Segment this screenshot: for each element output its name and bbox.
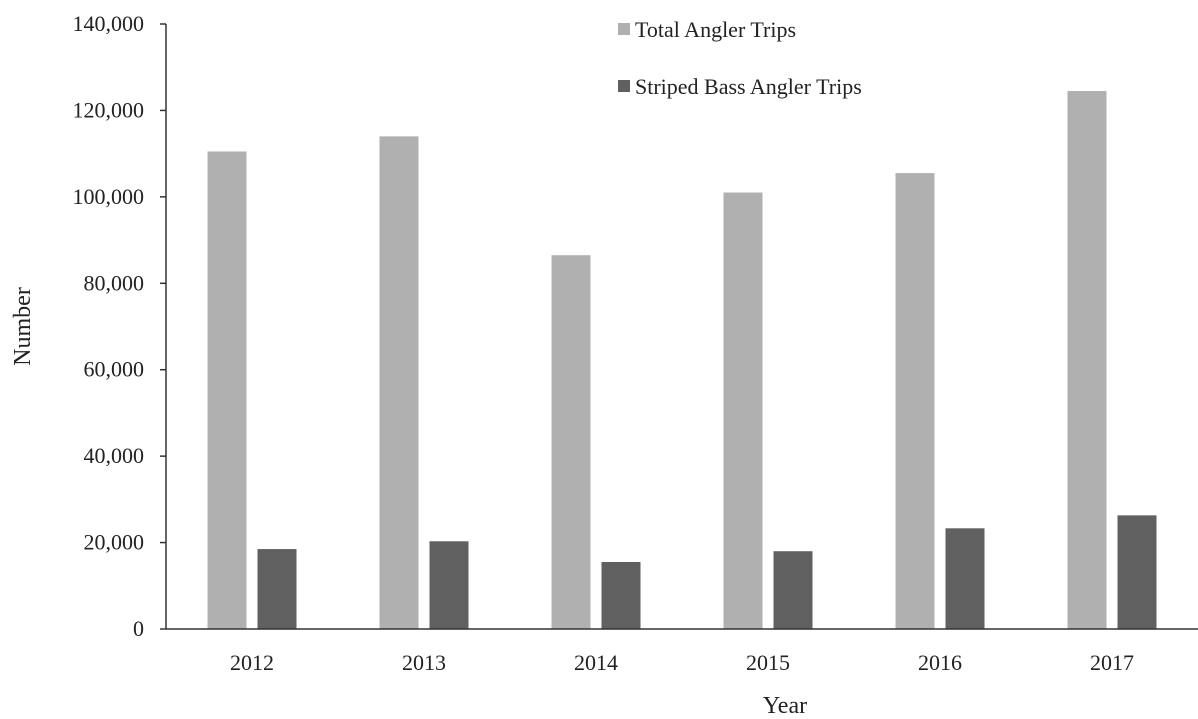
bar-striped-bass-2014 [601,562,641,629]
bar-total-2013 [379,136,419,629]
bars [207,90,1157,630]
legend-label: Total Angler Trips [635,17,796,42]
y-axis-ticks: 0 20,000 40,000 60,000 80,000 100,000 120,000 1… [73,11,166,641]
legend-swatch [618,80,630,92]
x-tick-label: 2012 [230,650,274,675]
y-tick-label: 100,000 [73,184,145,209]
bar-striped-bass-2015 [773,551,813,629]
y-tick-label: 120,000 [73,97,145,122]
x-tick-label: 2014 [574,650,618,675]
bar-striped-bass-2012 [257,549,297,629]
legend: Total Angler Trips Striped Bass Angler Tr… [618,17,862,99]
x-tick-label: 2017 [1090,650,1134,675]
y-tick-label: 20,000 [84,530,145,555]
x-tick-label: 2013 [402,650,446,675]
legend-label: Striped Bass Angler Trips [635,74,862,99]
bar-striped-bass-2016 [945,528,985,629]
y-tick-label: 60,000 [84,357,145,382]
bar-total-2014 [551,255,591,630]
bar-total-2015 [723,192,763,630]
y-tick-label: 140,000 [73,11,145,36]
y-tick-label: 40,000 [84,443,145,468]
legend-swatch [618,23,630,35]
x-tick-label: 2016 [918,650,962,675]
x-axis-labels: 2012 2013 2014 2015 2016 2017 [230,650,1134,675]
y-tick-label: 80,000 [84,270,145,295]
y-tick-label: 0 [133,616,144,641]
bar-striped-bass-2017 [1117,515,1157,629]
bar-total-2012 [207,151,247,629]
x-axis-title: Year [763,693,807,719]
y-axis-title: Number [10,287,36,366]
bar-total-2016 [895,173,935,629]
x-tick-label: 2015 [746,650,790,675]
bar-total-2017 [1067,90,1107,630]
bar-striped-bass-2013 [429,541,469,629]
